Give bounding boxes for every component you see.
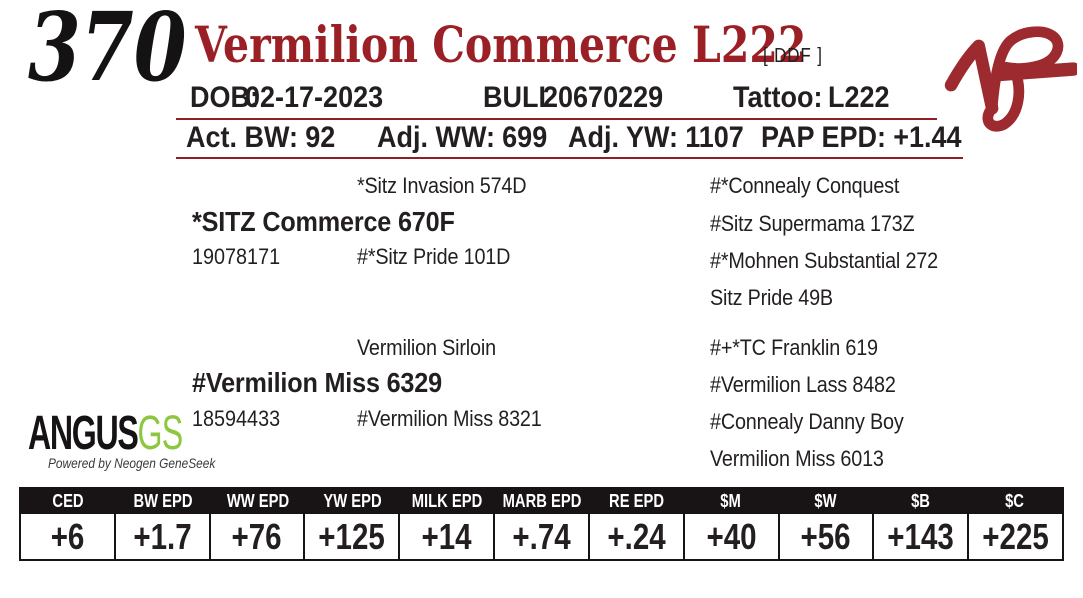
sire-great-4: Sitz Pride 49B <box>710 285 833 310</box>
pap-epd-label: PAP EPD: <box>761 121 887 154</box>
epd-header-ced: CED <box>52 491 84 511</box>
adj-yw-label: Adj. YW: <box>568 121 679 154</box>
epd-value-ww: +76 <box>211 514 306 559</box>
epd-header-bw: BW EPD <box>133 491 193 511</box>
pap-epd-stat: PAP EPD: +1.44 <box>761 123 962 153</box>
dam-great-2: #Vermilion Lass 8482 <box>710 372 896 397</box>
epd-header-row: CED BW EPD WW EPD YW EPD MILK EPD MARB E… <box>21 489 1062 514</box>
epd-value-ced: +6 <box>21 514 116 559</box>
sire-registration: 19078171 <box>192 244 281 269</box>
dam-registration: 18594433 <box>192 406 281 431</box>
epd-value-re: +.24 <box>590 514 685 559</box>
epd-header-marb: MARB EPD <box>502 491 581 511</box>
pap-epd-value: +1.44 <box>893 121 962 154</box>
epd-header-ww: WW EPD <box>226 491 289 511</box>
epd-header-dollar-c: $C <box>1005 491 1025 511</box>
animal-name-title: Vermilion Commerce L222 <box>195 15 807 74</box>
angus-gs-logo: ANGUS GS <box>28 410 183 458</box>
epd-value-row: +6 +1.7 +76 +125 +14 +.74 +.24 +40 +56 +… <box>21 514 1062 559</box>
lot-number: 370 <box>28 0 187 103</box>
epd-header-re: RE EPD <box>608 491 664 511</box>
dam-granddam: #Vermilion Miss 8321 <box>357 406 542 431</box>
act-bw-label: Act. BW: <box>186 121 299 154</box>
registration-number: 20670229 <box>543 81 664 114</box>
ddf-tag: [ DDF ] <box>763 45 823 67</box>
epd-value-milk: +14 <box>400 514 496 559</box>
adj-ww-stat: Adj. WW: 699 <box>377 123 547 153</box>
tattoo-label: Tattoo: <box>733 81 823 114</box>
sire-grandsire: *Sitz Invasion 574D <box>357 173 527 198</box>
epd-header-dollar-m: $M <box>720 491 742 511</box>
act-bw-stat: Act. BW: 92 <box>186 123 335 153</box>
epd-value-dollar-m: +40 <box>685 514 780 559</box>
epd-header-dollar-b: $B <box>910 491 930 511</box>
adj-ww-value: 699 <box>502 121 548 154</box>
divider-line-top <box>176 118 937 120</box>
dam-great-3: #Connealy Danny Boy <box>710 409 904 434</box>
epd-value-bw: +1.7 <box>116 514 211 559</box>
act-bw-value: 92 <box>305 121 336 154</box>
dob-label: DOB: <box>190 81 259 114</box>
adj-yw-stat: Adj. YW: 1107 <box>568 123 744 153</box>
divider-line-bottom <box>176 157 963 159</box>
epd-value-yw: +125 <box>305 514 401 559</box>
dam-grandsire: Vermilion Sirloin <box>357 335 496 360</box>
dob-value: 02-17-2023 <box>245 81 384 114</box>
epd-value-dollar-w: +56 <box>780 514 875 559</box>
sex-label: BULL <box>483 81 555 114</box>
vermilion-ranch-brand-icon <box>944 26 1077 132</box>
angus-gs-letters: GS <box>137 407 183 460</box>
sire-granddam: #*Sitz Pride 101D <box>357 244 511 269</box>
sire-great-1: #*Connealy Conquest <box>710 173 900 198</box>
dam-great-4: Vermilion Miss 6013 <box>710 446 884 471</box>
angus-logo-tagline: Powered by Neogen GeneSeek <box>48 455 216 471</box>
epd-value-dollar-c: +225 <box>982 515 1049 557</box>
sire-name: *SITZ Commerce 670F <box>192 206 455 237</box>
angus-logo-word: ANGUS <box>28 407 139 460</box>
dam-great-1: #+*TC Franklin 619 <box>710 335 878 360</box>
epd-header-dollar-w: $W <box>814 491 837 511</box>
epd-header-milk: MILK EPD <box>411 491 483 511</box>
sire-great-3: #*Mohnen Substantial 272 <box>710 248 938 273</box>
adj-ww-label: Adj. WW: <box>377 121 495 154</box>
epd-value-dollar-b: +143 <box>874 514 970 559</box>
epd-header-yw: YW EPD <box>323 491 382 511</box>
epd-table: CED BW EPD WW EPD YW EPD MILK EPD MARB E… <box>19 487 1064 561</box>
epd-value-marb: +.74 <box>495 514 590 559</box>
dam-name: #Vermilion Miss 6329 <box>192 367 442 398</box>
adj-yw-value: 1107 <box>685 121 744 154</box>
sire-great-2: #Sitz Supermama 173Z <box>710 211 915 236</box>
tattoo-value: L222 <box>828 81 890 114</box>
